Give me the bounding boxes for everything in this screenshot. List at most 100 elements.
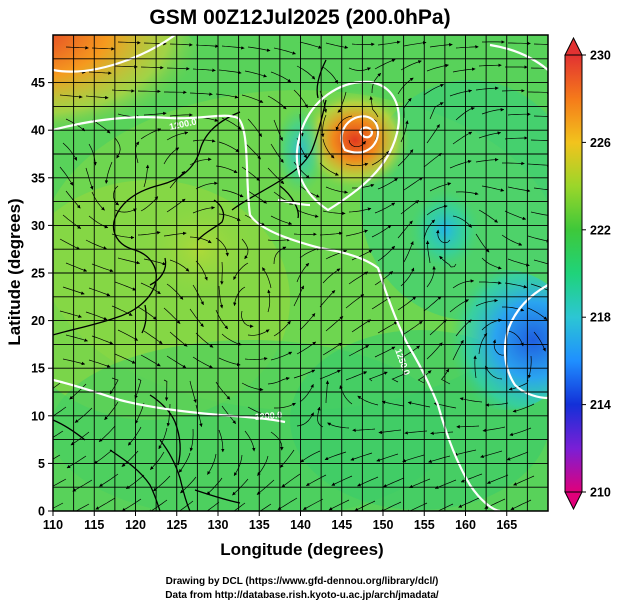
streamline <box>158 427 168 450</box>
colorbar-tick-label: 230 <box>590 49 611 63</box>
streamline <box>143 258 167 266</box>
streamline <box>452 215 472 228</box>
streamline <box>244 430 256 452</box>
streamline <box>257 455 269 476</box>
streamline <box>449 159 472 169</box>
streamline <box>300 450 321 463</box>
streamline <box>233 502 246 511</box>
streamline <box>169 43 193 47</box>
streamline <box>53 454 61 460</box>
streamline <box>322 268 341 284</box>
y-axis-ticks: 0 5 10 15 20 25 30 35 40 45 <box>31 76 53 519</box>
streamline <box>383 477 405 488</box>
streamline <box>114 64 138 69</box>
streamline <box>189 157 212 166</box>
credit-drawing: Drawing by DCL (https://www.gfd-dennou.o… <box>166 576 439 587</box>
streamline <box>267 376 290 385</box>
y-tick-label: 40 <box>31 124 45 138</box>
streamline <box>244 70 267 78</box>
streamline <box>111 89 135 93</box>
streamline <box>247 406 269 417</box>
streamline <box>65 262 88 272</box>
streamline <box>218 213 241 221</box>
streamline <box>143 330 163 345</box>
streamline <box>460 473 483 483</box>
streamline <box>426 204 448 216</box>
streamline <box>319 369 341 380</box>
streamline <box>169 113 193 117</box>
streamline <box>195 332 214 348</box>
streamline <box>348 271 369 285</box>
streamline <box>273 47 296 55</box>
streamline <box>397 220 413 239</box>
streamline <box>95 497 116 510</box>
cold-core-east <box>435 270 548 410</box>
streamline <box>299 41 322 49</box>
streamline <box>473 355 477 379</box>
streamline <box>218 429 225 453</box>
streamline <box>267 238 291 242</box>
streamline <box>482 426 506 433</box>
streamline <box>374 58 396 70</box>
streamline <box>137 306 157 320</box>
streamline <box>374 271 393 286</box>
streamline <box>423 219 436 240</box>
streamline <box>117 329 139 341</box>
streamline <box>241 166 260 181</box>
streamline <box>206 501 220 511</box>
y-tick-label: 15 <box>31 362 45 376</box>
streamline <box>270 215 293 226</box>
streamline <box>455 319 472 337</box>
streamline <box>481 257 502 270</box>
streamline <box>241 94 264 103</box>
streamline <box>192 139 216 143</box>
streamline <box>233 454 243 476</box>
streamline <box>91 263 114 273</box>
streamline <box>192 68 216 72</box>
streamline <box>189 308 204 328</box>
streamline <box>530 139 548 141</box>
streamline <box>530 211 548 216</box>
streamline <box>62 142 78 161</box>
streamline <box>403 177 423 191</box>
streamline <box>402 454 425 463</box>
streamline <box>371 225 392 238</box>
streamline <box>435 229 451 244</box>
streamline <box>293 89 308 109</box>
streamline <box>218 69 242 75</box>
streamline <box>218 141 240 153</box>
streamline <box>166 66 190 71</box>
colorbar-max-arrow <box>564 36 583 56</box>
streamline <box>274 402 296 409</box>
streamline <box>475 86 499 91</box>
streamline <box>426 342 443 360</box>
streamline <box>400 120 409 143</box>
streamline <box>91 47 115 51</box>
streamline <box>169 259 190 272</box>
streamline <box>281 473 301 488</box>
streamline <box>429 102 444 120</box>
streamline <box>140 354 161 367</box>
streamline <box>319 162 339 176</box>
x-axis-ticks: 110 115 120 125 130 135 140 145 150 155 160 165 <box>43 511 517 532</box>
streamline <box>533 259 548 265</box>
streamline <box>527 235 548 243</box>
streamline <box>377 40 401 46</box>
streamline <box>192 284 204 306</box>
streamline <box>513 475 535 486</box>
streamline <box>439 255 457 268</box>
streamline <box>452 339 464 361</box>
streamline <box>403 241 414 263</box>
streamline <box>354 500 376 511</box>
streamline <box>530 67 548 69</box>
streamline <box>244 142 261 160</box>
streamline <box>508 379 529 391</box>
streamline <box>111 233 135 240</box>
streamline <box>233 262 249 281</box>
streamline <box>85 167 94 190</box>
streamline <box>502 306 525 312</box>
streamline <box>72 479 93 492</box>
streamline <box>322 66 339 84</box>
streamline <box>397 149 414 167</box>
streamline <box>507 186 531 193</box>
